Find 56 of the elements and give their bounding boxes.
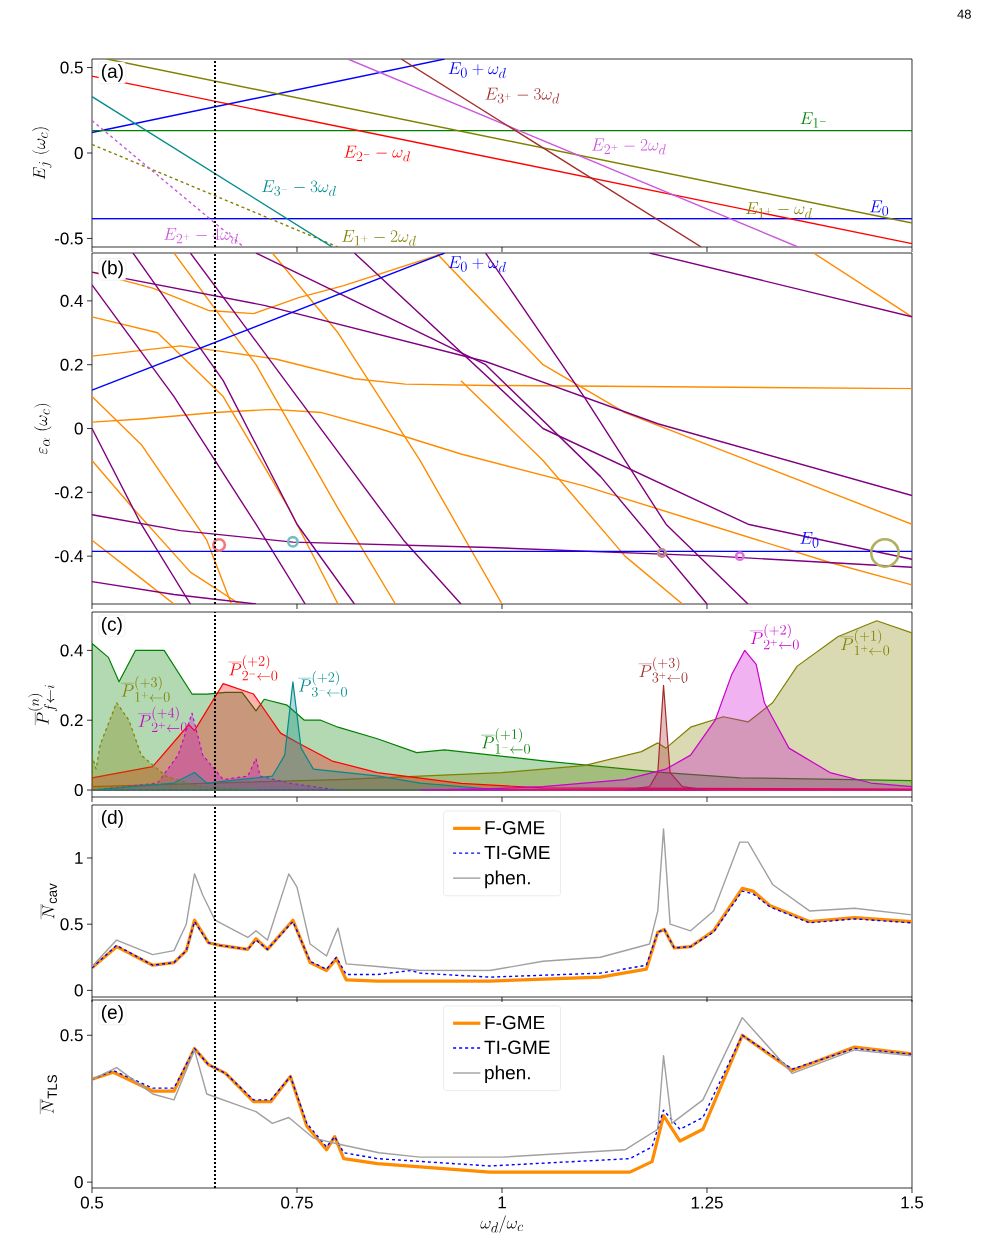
y-tick-label: 0.2 — [60, 358, 83, 371]
series-label: $\overline{P}^{(+3)}_{1^+\leftarrow 0}$ — [120, 676, 170, 702]
annotation: (b) — [101, 260, 123, 279]
series-label: $\overline{P}^{(+1)}_{1^-\leftarrow 0}$ — [481, 728, 530, 754]
series-label: $E_{2^+}-2\omega_d$ — [592, 138, 666, 155]
annotation: (e) — [101, 1005, 123, 1023]
annotation: (a) — [101, 64, 123, 82]
legend-label: F-GME — [485, 1015, 545, 1030]
y-tick-label: -0.2 — [54, 486, 83, 499]
series-label: $E_0$ — [869, 200, 889, 216]
series-label: $E_{2^-}-\omega_d$ — [344, 145, 411, 162]
legend-label: TI-GME — [484, 1040, 550, 1055]
y-tick-label: 0 — [74, 784, 83, 797]
series-label: $E_{1^+}-\omega_d$ — [745, 202, 812, 219]
y-tick-label: 1 — [75, 852, 83, 864]
y-tick-label: -0.5 — [54, 232, 83, 245]
series-label: $E_{3^+}-3\omega_d$ — [485, 87, 560, 104]
legend-label: F-GME — [485, 820, 545, 835]
x-axis-title: $\omega_d/\omega_c$ — [480, 1215, 524, 1233]
y-tick-label: 0.4 — [60, 644, 83, 657]
annotation: (c) — [101, 616, 122, 635]
y-tick-label: 0.4 — [60, 294, 83, 307]
y-tick-label: 0 — [74, 1176, 83, 1189]
series-label: $\overline{P}^{(+2)}_{2^+\leftarrow 0}$ — [749, 623, 799, 650]
y-axis-title: $E_j\ (\omega_c)$ — [32, 127, 52, 180]
x-tick-label: 0.75 — [281, 1196, 313, 1209]
y-tick-label: 0.5 — [60, 918, 83, 931]
series-label: $E_{1^-}$ — [800, 112, 826, 128]
series-label: $\overline{P}^{(+3)}_{3^+\leftarrow 0}$ — [638, 656, 688, 683]
series-label: $E_0+\omega_d$ — [448, 62, 506, 79]
series-label: $\overline{P}^{(+2)}_{3^-\leftarrow 0}$ — [298, 671, 347, 697]
y-tick-label: 0 — [74, 984, 83, 997]
x-tick-label: 1 — [498, 1196, 506, 1209]
x-tick-label: 1.5 — [901, 1196, 924, 1209]
x-tick-label: 1.25 — [691, 1196, 723, 1209]
y-tick-label: 0.5 — [60, 61, 83, 74]
series-label: $E_{1^+}-2\omega_d$ — [342, 230, 416, 246]
series-label: $\overline{P}^{(+4)}_{2^+\leftarrow 0}$ — [137, 706, 187, 733]
y-tick-label: 0 — [74, 146, 83, 160]
y-axis-title: $\overline{N}_{\mathrm{TLS}}$ — [40, 1074, 57, 1115]
y-axis-title: $\varepsilon_\alpha\ (\omega_c)$ — [34, 404, 52, 455]
y-tick-label: -0.4 — [54, 550, 83, 563]
y-tick-label: 0.2 — [60, 714, 83, 727]
y-axis-title: $\overline{N}_{\mathrm{cav}}$ — [41, 883, 57, 920]
y-tick-label: 0 — [74, 422, 83, 435]
legend-label: phen. — [485, 870, 530, 889]
annotation: (d) — [101, 810, 123, 828]
series-label: $\overline{P}^{(+1)}_{1^+\leftarrow 0}$ — [840, 629, 890, 656]
series-label: $E_{3^-}-3\omega_d$ — [262, 180, 336, 197]
legend-label: phen. — [485, 1065, 530, 1084]
series-label: $E_{2^+}-4\omega_d$ — [164, 228, 238, 244]
text: 48 — [957, 9, 971, 19]
legend-label: TI-GME — [484, 845, 550, 860]
series-label: $\overline{P}^{(+2)}_{2^-\leftarrow 0}$ — [228, 654, 278, 681]
y-tick-label: 0.5 — [60, 1029, 83, 1042]
y-axis-title: $\overline{P}^{(n)}_{f\leftarrow i}$ — [28, 685, 58, 726]
